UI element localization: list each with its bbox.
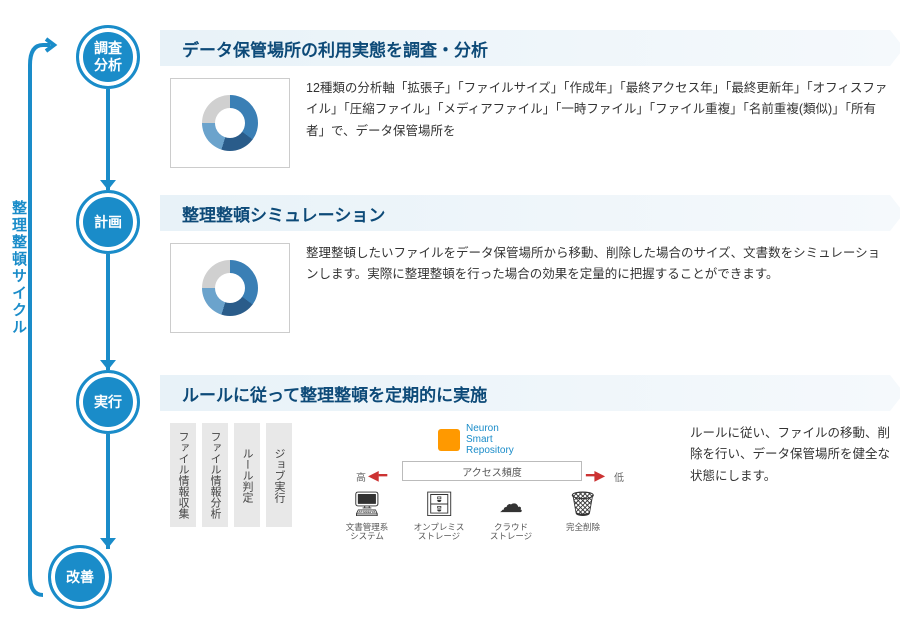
arrow-left-icon: ◀━ [368, 467, 387, 484]
section-header: ルールに従って整理整頓を定期的に実施 [160, 375, 890, 411]
storage-item: 🗄 オンプレミス ストレージ [410, 487, 468, 542]
storage-item: ☁ クラウド ストレージ [482, 487, 540, 542]
connector-1-2 [106, 89, 110, 190]
freq-high-label: 高 [356, 469, 366, 484]
product-logo-icon [438, 429, 460, 451]
section-execute: ルールに従って整理整頓を定期的に実施 ファイル情報収集 ファイル情報分析 ルール… [160, 375, 890, 553]
donut-chart-icon [202, 260, 258, 316]
section-header: 整理整頓シミュレーション [160, 195, 890, 231]
access-frequency-label: アクセス頻度 [402, 461, 582, 481]
section-description: 整理整頓したいファイルをデータ保管場所から移動、削除した場合のサイズ、文書数をシ… [306, 243, 890, 333]
product-brand: Neuron Smart Repository [466, 423, 514, 456]
storage-label: 文書管理系 システム [346, 523, 389, 542]
process-step: ジョブ実行 [266, 423, 292, 527]
section-title: ルールに従って整理整頓を定期的に実施 [182, 381, 487, 406]
process-steps: ファイル情報収集 ファイル情報分析 ルール判定 ジョブ実行 [170, 423, 324, 527]
section-title: 整理整頓シミュレーション [182, 201, 385, 226]
screenshot-thumbnail [170, 78, 290, 168]
process-step: ファイル情報分析 [202, 423, 228, 527]
screenshot-thumbnail [170, 243, 290, 333]
connector-2-3 [106, 254, 110, 370]
cloud-icon: ☁ [494, 487, 528, 521]
storage-icon: 🗄 [422, 487, 456, 521]
cycle-node-plan: 計画 [76, 190, 140, 254]
arrowhead-icon [100, 180, 116, 190]
node-label: 改善 [66, 569, 94, 586]
section-investigate: データ保管場所の利用実態を調査・分析 12種類の分析軸「拡張子」「ファイルサイズ… [160, 30, 890, 168]
cycle-return-arrow [28, 35, 58, 605]
node-label: 実行 [94, 394, 122, 411]
freq-low-label: 低 [614, 469, 624, 484]
trash-icon: 🗑 [566, 487, 600, 521]
process-step: ファイル情報収集 [170, 423, 196, 527]
cycle-node-execute: 実行 [76, 370, 140, 434]
arrowhead-icon [100, 360, 116, 370]
storage-label: オンプレミス ストレージ [414, 523, 465, 542]
section-plan: 整理整頓シミュレーション 整理整頓したいファイルをデータ保管場所から移動、削除し… [160, 195, 890, 333]
arrowhead-icon [100, 538, 116, 548]
storage-item: 🖥 文書管理系 システム [338, 487, 396, 542]
section-title: データ保管場所の利用実態を調査・分析 [182, 36, 488, 61]
storage-label: クラウド ストレージ [490, 523, 532, 542]
node-label: 計画 [94, 214, 122, 231]
storage-item: 🗑 完全削除 [554, 487, 612, 532]
section-description: 12種類の分析軸「拡張子」「ファイルサイズ」「作成年」「最終アクセス年」「最終更… [306, 78, 890, 168]
section-description: ルールに従い、ファイルの移動、削除を行い、データ保管場所を健全な状態にします。 [690, 423, 890, 487]
cycle-label: 整理整頓サイクル [8, 200, 29, 336]
storage-label: 完全削除 [566, 523, 600, 532]
section-header: データ保管場所の利用実態を調査・分析 [160, 30, 890, 66]
storage-flow-diagram: Neuron Smart Repository 高 ◀━ アクセス頻度 ━▶ 低… [338, 423, 676, 553]
arrow-right-icon: ━▶ [586, 467, 605, 484]
server-icon: 🖥 [350, 487, 384, 521]
cycle-node-investigate: 調査 分析 [76, 25, 140, 89]
node-label: 調査 分析 [94, 40, 122, 74]
process-step: ルール判定 [234, 423, 260, 527]
cycle-node-improve: 改善 [48, 545, 112, 609]
connector-3-4 [106, 434, 110, 549]
donut-chart-icon [202, 95, 258, 151]
